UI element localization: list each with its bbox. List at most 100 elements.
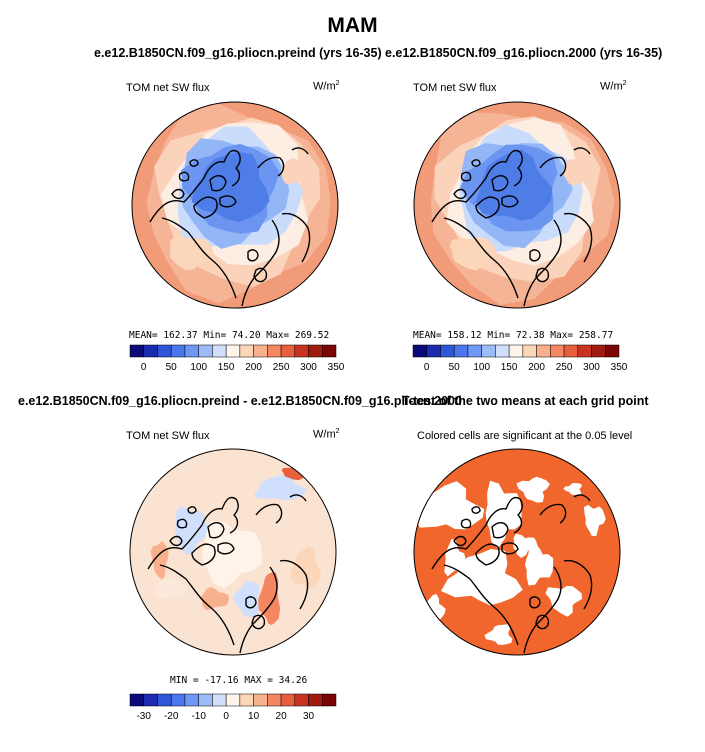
panel-d-coastline-5 xyxy=(443,564,519,646)
panel-c-colorbar-color-box-1 xyxy=(129,693,144,707)
panel-d-nonsignificant-region-4 xyxy=(441,549,523,606)
panel-b-coastline-9 xyxy=(573,147,591,155)
panel-b-coastline-2 xyxy=(475,196,500,219)
panel-a-coastline-6 xyxy=(241,219,280,307)
panel-b-coastline-13 xyxy=(471,159,481,167)
panel-b-units: W/m2 xyxy=(600,80,627,93)
panel-b-colorbar-color-box-6 xyxy=(481,344,496,358)
panel-d-nonsignificant-region-3 xyxy=(516,476,550,503)
panel-b-colorbar-color-box-2 xyxy=(426,344,441,358)
panel-a-coastline-2 xyxy=(193,196,218,219)
panel-d-coastline-14 xyxy=(453,535,467,547)
panel-d-coastline-2 xyxy=(475,543,500,566)
panel-b-colorbar-color-box-7 xyxy=(495,344,510,358)
panel-c-variable: TOM net SW flux xyxy=(126,430,210,442)
panel-a-colorbar-color-box-6 xyxy=(198,344,213,358)
panel-c-colorbar-tick-label-2: -20 xyxy=(164,711,179,722)
panel-a-colorbar-color-box-3 xyxy=(157,344,172,358)
panel-b-ice-core xyxy=(475,149,553,221)
panel-c-colorbar-color-box-8 xyxy=(225,693,241,707)
panel-c-coastline-7 xyxy=(279,559,309,610)
panel-b-colorbar-tick-label-4: 150 xyxy=(501,362,518,373)
panel-b-atlantic-patch xyxy=(449,237,497,271)
panel-c-anomaly-pos-9 xyxy=(289,546,322,589)
panel-c-colorbar-color-box-14 xyxy=(308,693,323,707)
panel-a-coastline-5 xyxy=(161,217,237,299)
panel-a-coastline-10 xyxy=(247,249,259,262)
panel-a-colorbar-color-box-10 xyxy=(253,344,268,358)
panel-b-coastline-14 xyxy=(453,188,467,200)
panel-d-nonsignificant-region-10 xyxy=(563,483,582,496)
panel-a-colorbar-tick-label-3: 100 xyxy=(190,362,207,373)
panel-b-colorbar-color-box-10 xyxy=(536,344,551,358)
panel-b-colorbar-color-box-4 xyxy=(453,344,469,358)
panel-c-colorbar-tick-label-4: 0 xyxy=(223,711,229,722)
panel-a-coastline-4 xyxy=(219,195,237,208)
panel-b-colorbar-tick-label-3: 100 xyxy=(473,362,490,373)
panel-a-colorbar-color-box-11 xyxy=(267,344,282,358)
panel-d-nonsignificant-region-7 xyxy=(484,624,513,645)
panel-a-coastline-8 xyxy=(257,156,285,177)
panel-c-anomaly-pos-2 xyxy=(175,506,208,556)
panel-b-map xyxy=(413,101,621,309)
panel-b-coastline-10 xyxy=(529,249,541,262)
panel-a-frame xyxy=(131,101,339,309)
panel-a-coastline-14 xyxy=(171,188,185,200)
panel-b-coastline-8 xyxy=(539,156,567,177)
panel-b-colorbar-color-box-9 xyxy=(522,344,537,358)
panel-c-colorbar-color-box-7 xyxy=(212,693,227,707)
panel-b-colorbar-color-box-13 xyxy=(577,344,592,358)
panel-c-anomaly-pos-1 xyxy=(254,474,307,501)
panel-c-colorbar: -30 -20 -10 0 10 20 30 xyxy=(129,693,337,722)
panel-a-colorbar-tick-label-5: 200 xyxy=(245,362,262,373)
panel-a-title: e.e12.B1850CN.f09_g16.pliocn.preind (yrs… xyxy=(94,46,382,60)
panel-d-coastline-12 xyxy=(460,518,472,529)
panel-c-coastline-9 xyxy=(289,494,307,502)
panel-a-colorbar: 0 50 100 150 200 250 300 350 xyxy=(129,344,345,373)
panel-c-colorbar-color-box-3 xyxy=(157,693,172,707)
panel-c-coastline-12 xyxy=(176,518,188,529)
panel-a-variable: TOM net SW flux xyxy=(126,82,210,94)
panel-a-units: W/m2 xyxy=(313,80,340,93)
panel-a-ice-core xyxy=(191,151,270,223)
panel-c-colorbar-tick-label-1: -30 xyxy=(136,711,151,722)
panel-b-colorbar-color-box-11 xyxy=(550,344,565,358)
panel-d-coastline-9 xyxy=(573,494,591,502)
panel-d-nonsignificant-region-9 xyxy=(583,504,606,537)
panel-c-coastline-11 xyxy=(251,614,266,630)
panel-a-colorbar-color-box-8 xyxy=(225,344,241,358)
panel-d-coastline-10 xyxy=(529,596,541,609)
panel-b-colorbar: 0 50 100 150 200 250 300 350 xyxy=(412,344,628,373)
panel-a-colorbar-color-box-15 xyxy=(322,344,337,358)
panel-b-colorbar-color-box-12 xyxy=(563,344,579,358)
panel-a-colorbar-color-box-14 xyxy=(308,344,323,358)
panel-c-colorbar-color-box-13 xyxy=(294,693,309,707)
panel-b-colorbar-tick-label-1: 0 xyxy=(424,362,430,373)
panel-b-coastline-5 xyxy=(443,217,519,299)
panel-c-coastline-6 xyxy=(239,566,278,654)
panel-c-coastline-14 xyxy=(169,535,183,547)
panel-a-pacific-patch xyxy=(281,158,313,185)
panel-a-coastline-3 xyxy=(209,175,227,192)
panel-a-coastline-13 xyxy=(189,159,199,167)
panel-b-field xyxy=(430,112,615,305)
panel-b-coastline-4 xyxy=(501,195,519,208)
panel-d-frame xyxy=(413,448,621,656)
panel-d-nonsignificant-region-12 xyxy=(513,533,538,558)
panel-c-frame xyxy=(129,448,337,656)
panel-b-colorbar-color-box-14 xyxy=(591,344,606,358)
panel-b-colorbar-tick-label-6: 250 xyxy=(556,362,573,373)
panel-c-colorbar-tick-label-6: 20 xyxy=(276,711,288,722)
panel-d-coastline-7 xyxy=(563,559,593,610)
panel-a-coastline-7 xyxy=(281,212,311,263)
panel-b-coastline-11 xyxy=(535,267,550,283)
panel-a-colorbar-color-box-4 xyxy=(170,344,186,358)
panel-a-colorbar-color-box-12 xyxy=(280,344,296,358)
panel-b-colorbar-tick-label-5: 200 xyxy=(528,362,545,373)
panel-d-nonsignificant-region-6 xyxy=(545,586,582,617)
panel-a-colorbar-color-box-9 xyxy=(239,344,254,358)
panel-c-colorbar-tick-label-5: 10 xyxy=(248,711,260,722)
panel-b-coastline-3 xyxy=(491,175,509,192)
panel-b-colorbar-tick-label-7: 300 xyxy=(583,362,600,373)
panel-a-colorbar-tick-label-8: 350 xyxy=(328,362,345,373)
